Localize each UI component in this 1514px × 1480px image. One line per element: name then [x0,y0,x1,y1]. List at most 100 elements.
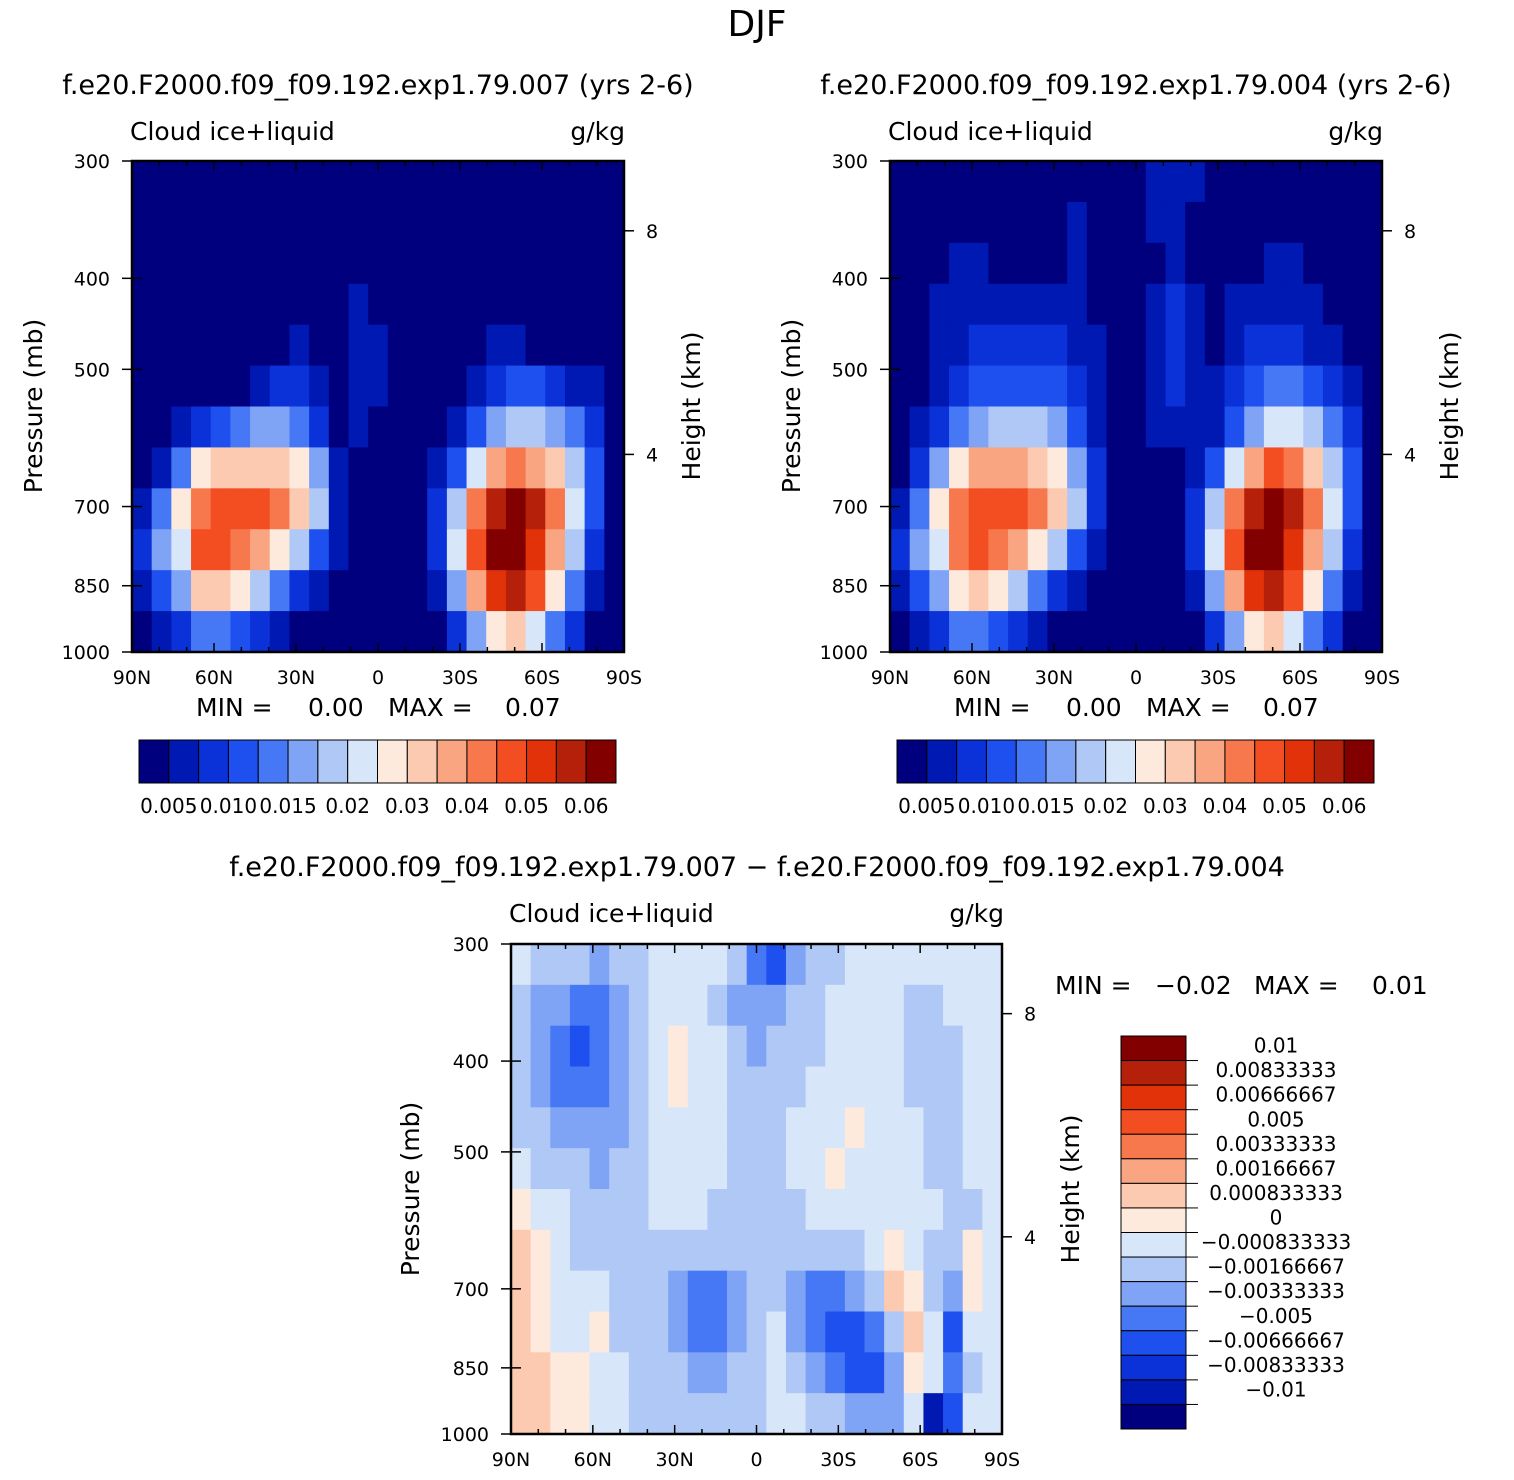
heatmap-cell [929,570,950,612]
heatmap-cell [982,944,1003,986]
heatmap-cell [1126,611,1147,653]
heatmap-cell [191,570,212,612]
colorbar-box [1120,1232,1187,1258]
heatmap-cell [191,242,212,285]
heatmap-cell [550,1229,571,1272]
heatmap-cell [962,1189,983,1231]
heatmap-cell [805,984,826,1027]
heatmap-cell [1145,283,1167,326]
heatmap-cell [210,365,231,408]
heatmap-cell [968,365,989,408]
heatmap-cell [609,1025,630,1068]
colorbar-box [257,739,289,784]
heatmap-cell [1322,365,1344,408]
heatmap-cell [348,488,369,530]
heatmap-cell [348,201,369,244]
heatmap-cell [1027,406,1049,449]
heatmap-cell [427,161,448,203]
heatmap-cell [230,161,251,203]
heatmap-cell [584,161,605,203]
heatmap-cell [1185,242,1206,285]
heatmap-cell [486,406,507,449]
heatmap-cell [328,201,350,244]
heatmap-cell [569,1393,591,1435]
heatmap-cell [1303,488,1324,530]
panel-1-y2label: Height (km) [677,332,706,481]
heatmap-cell [1322,611,1344,653]
heatmap-cell [486,611,507,653]
heatmap-cell [604,611,625,653]
heatmap-cell [962,944,983,986]
heatmap-cell [328,324,350,367]
heatmap-cell [1067,161,1088,203]
colorbar-box [1045,739,1077,784]
heatmap-cell [687,1107,708,1149]
heatmap-cell [949,488,970,530]
heatmap-cell [1145,161,1167,203]
heatmap-cell [151,161,172,203]
heatmap-cell [988,447,1009,489]
heatmap-cell [328,529,350,571]
heatmap-cell [628,1107,650,1149]
heatmap-cell [1185,406,1206,449]
heatmap-cell [825,1025,846,1068]
heatmap-cell [1067,611,1088,653]
heatmap-cell [1303,242,1324,285]
panel-2-min-label: MIN = [954,693,1031,722]
heatmap-cell [903,1352,925,1394]
heatmap-cell [589,1189,610,1231]
heatmap-cell [545,447,566,489]
heatmap-cell [1126,161,1147,203]
heatmap-cell [1204,365,1226,408]
heatmap-cell [511,1352,532,1394]
heatmap-cell [407,447,428,489]
heatmap-cell [949,242,970,285]
colorbar-label: 0.03 [1143,794,1188,818]
heatmap-cell [550,1352,571,1394]
heatmap-cell [687,1229,708,1272]
heatmap-cell [171,201,192,244]
heatmap-cell [766,1270,787,1313]
heatmap-cell [505,447,527,489]
heatmap-cell [530,1311,551,1353]
x-tick-label: 60S [902,1449,938,1471]
heatmap-cell [707,1229,728,1272]
heatmap-cell [545,488,566,530]
heatmap-cell [230,611,251,653]
heatmap-cell [766,1352,787,1394]
heatmap-cell [1263,406,1285,449]
heatmap-cell [1244,447,1265,489]
heatmap-cell [525,488,546,530]
heatmap-cell [1145,242,1167,285]
heatmap-cell [1008,324,1029,367]
colorbar-box [168,739,200,784]
heatmap-cell [1185,365,1206,408]
heatmap-cell [486,324,507,367]
heatmap-cell [1283,283,1304,326]
heatmap-cell [628,1189,650,1231]
heatmap-cell [962,1066,983,1108]
heatmap-cell [289,529,310,571]
heatmap-cell [949,161,970,203]
heatmap-cell [545,324,566,367]
heatmap-cell [890,242,911,285]
heatmap-cell [1322,406,1344,449]
heatmap-cell [446,324,468,367]
heatmap-cell [210,611,231,653]
heatmap-cell [1362,242,1383,285]
heatmap-cell [387,324,409,367]
y-tick-label: 850 [832,576,868,598]
heatmap-cell [230,201,251,244]
heatmap-cell [1204,242,1226,285]
heatmap-cell [746,1107,767,1149]
heatmap-cell [943,1148,964,1190]
heatmap-cell [191,365,212,408]
heatmap-cell [1106,488,1127,530]
heatmap-cell [525,161,546,203]
heatmap-cell [151,365,172,408]
heatmap-cell [545,283,566,326]
heatmap-cell [668,1393,689,1435]
panel-3-ylabel: Pressure (mb) [396,1102,425,1276]
heatmap-cell [525,283,546,326]
heatmap-cell [785,1270,807,1313]
